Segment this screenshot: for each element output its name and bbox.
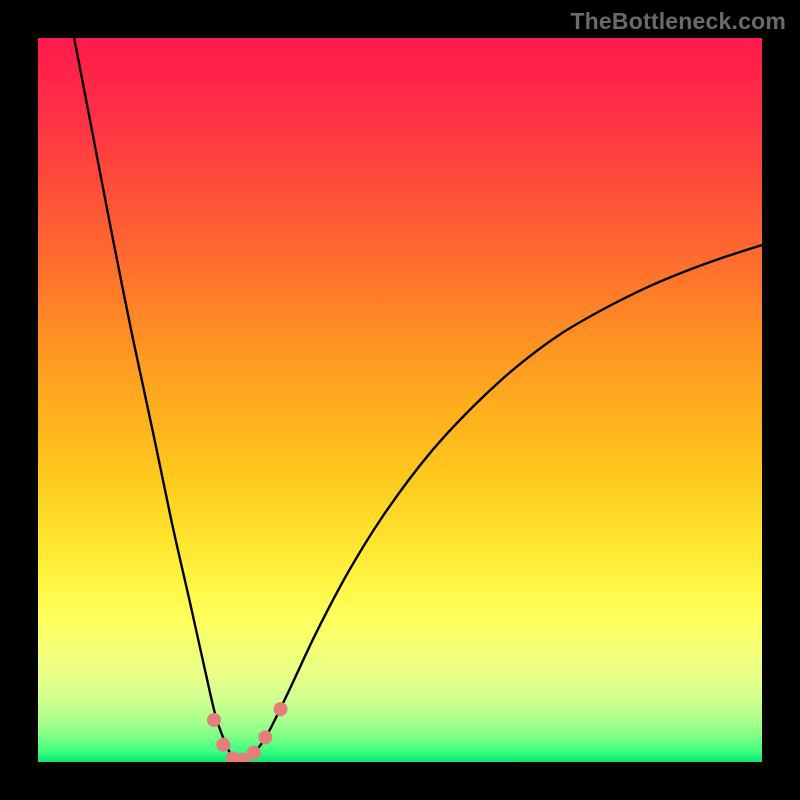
optimal-point-marker (207, 713, 221, 727)
watermark-label: TheBottleneck.com (570, 8, 786, 35)
optimal-point-marker (274, 702, 288, 716)
bottleneck-chart (38, 38, 762, 762)
optimal-point-marker (247, 746, 261, 760)
optimal-point-marker (216, 738, 230, 752)
optimal-point-marker (258, 730, 272, 744)
